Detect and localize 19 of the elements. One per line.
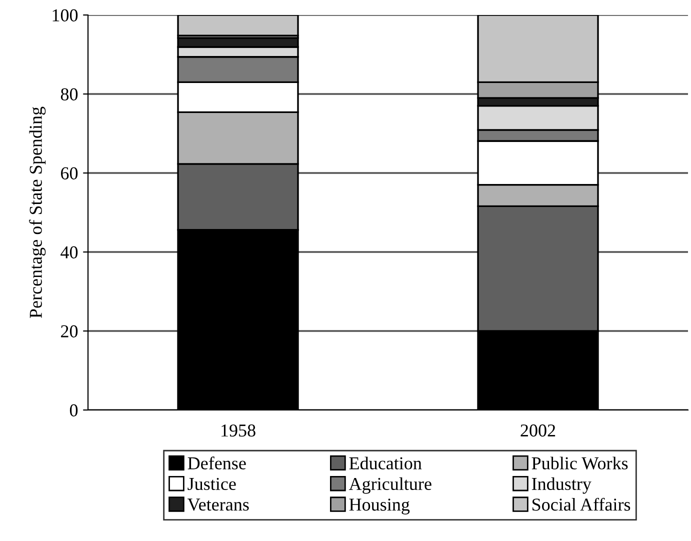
legend-label: Defense	[188, 456, 246, 470]
x-tick-label: 2002	[520, 424, 556, 437]
y-axis-title: Percentage of State Spending	[29, 106, 46, 318]
legend-label: Industry	[532, 477, 592, 494]
legend-label: Agriculture	[348, 477, 432, 494]
y-tick-label: 40	[60, 246, 78, 258]
legend-label: Veterans	[188, 498, 249, 511]
bar	[177, 15, 299, 36]
legend-label: Public Works	[532, 456, 628, 470]
y-tick-label: 20	[61, 325, 78, 338]
y-tick-label: 0	[70, 404, 78, 416]
y-tick-label: 80	[60, 88, 78, 100]
y-tick-label: 100	[52, 9, 78, 22]
x-tick-label: 1958	[222, 424, 256, 437]
legend-label: Housing	[349, 498, 410, 514]
legend-label: Education	[349, 456, 422, 470]
y-tick-label: 60	[61, 167, 78, 180]
legend-label: Justice	[188, 478, 236, 490]
legend-label: Social Affairs	[532, 498, 630, 511]
